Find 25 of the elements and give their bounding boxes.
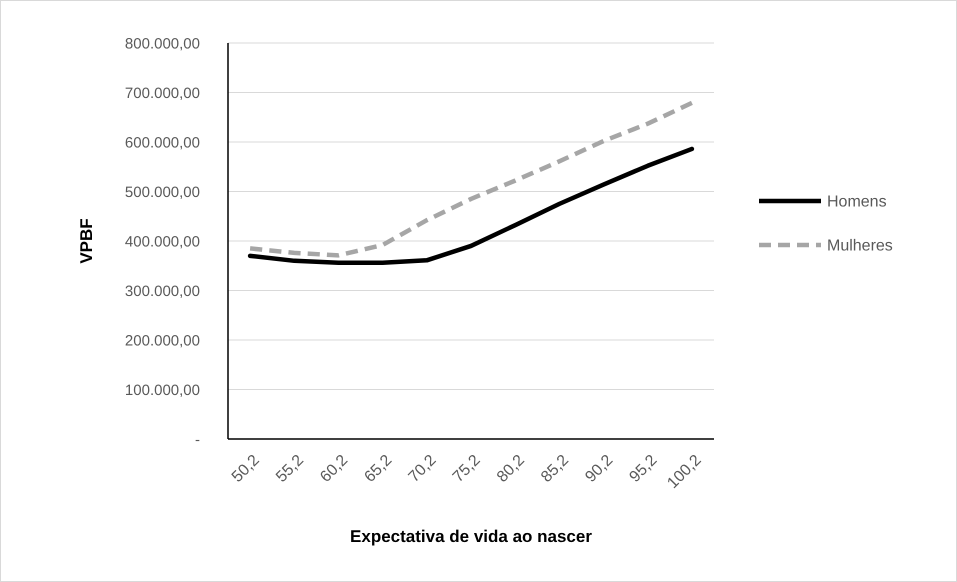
legend-label: Mulheres <box>827 238 893 255</box>
x-tick-label: 75,2 <box>450 452 484 486</box>
x-tick-label: 85,2 <box>538 452 572 486</box>
y-tick-label: - <box>195 431 200 448</box>
y-tick-label: 100.000,00 <box>124 382 200 399</box>
y-tick-label: 300.000,00 <box>124 282 200 300</box>
y-tick-label: 600.000,00 <box>124 134 200 152</box>
x-axis-title: Expectativa de vida ao nascer <box>350 527 592 546</box>
y-tick-label: 800.000,00 <box>124 35 200 52</box>
x-tick-label: 95,2 <box>626 452 661 486</box>
x-tick-label: 65,2 <box>361 452 396 486</box>
x-tick-label: 60,2 <box>317 452 352 486</box>
y-tick-label: 400.000,00 <box>124 233 200 250</box>
x-tick-label: 55,2 <box>273 452 308 486</box>
line-series <box>248 146 694 266</box>
legend-label: Homens <box>827 194 887 211</box>
x-tick-label: 90,2 <box>582 452 616 486</box>
y-tick-label: 700.000,00 <box>124 84 200 102</box>
line-series <box>248 100 694 258</box>
y-tick-label: 500.000,00 <box>124 184 200 201</box>
x-tick-label: 70,2 <box>406 452 440 486</box>
x-tick-label: 50,2 <box>228 452 263 486</box>
x-tick-label: 80,2 <box>494 452 528 486</box>
y-tick-label: 200.000,00 <box>124 332 200 350</box>
y-axis-title: VPBF <box>77 218 96 264</box>
